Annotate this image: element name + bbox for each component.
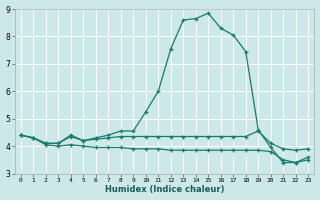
X-axis label: Humidex (Indice chaleur): Humidex (Indice chaleur) (105, 185, 224, 194)
